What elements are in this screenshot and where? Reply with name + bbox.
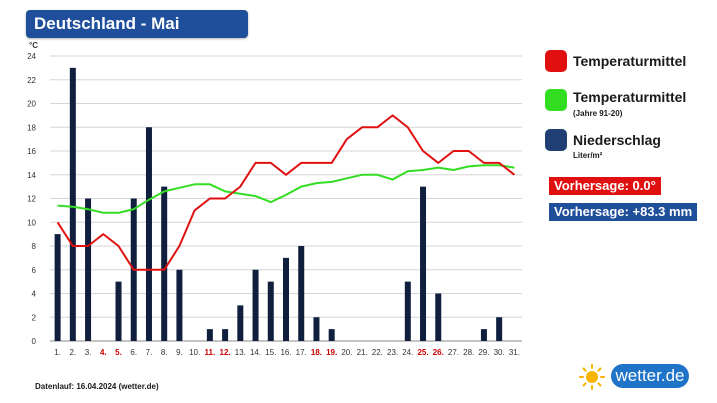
x-tick-label: 6. <box>130 348 137 357</box>
legend-label-temperature: Temperaturmittel <box>573 53 687 69</box>
precip-bar <box>222 329 229 341</box>
x-tick-label: 22. <box>372 348 383 357</box>
x-tick-label: 1. <box>54 348 61 357</box>
x-tick-label: 16. <box>280 348 291 357</box>
x-tick-label: 19. <box>326 348 337 357</box>
precip-bar <box>267 281 274 341</box>
legend-swatch-temperature <box>545 50 567 72</box>
temperature-line <box>56 114 516 271</box>
precip-bar <box>420 186 427 341</box>
x-tick-label: 25. <box>417 348 428 357</box>
wetter-logo: wetter.de <box>611 364 689 388</box>
x-tick-label: 11. <box>205 348 216 357</box>
y-tick-label: 22 <box>27 76 36 85</box>
y-tick-label: 24 <box>27 52 36 61</box>
y-tick-label: 12 <box>27 195 36 204</box>
legend-sub-precipitation: Liter/m² <box>573 151 603 160</box>
precip-bar <box>435 293 442 341</box>
precip-bar <box>496 317 503 341</box>
precip-bar <box>252 269 259 341</box>
x-tick-label: 24. <box>402 348 413 357</box>
x-tick-label: 9. <box>176 348 183 357</box>
x-tick-label: 26. <box>433 348 444 357</box>
legend-label-precipitation: Niederschlag <box>573 132 661 148</box>
precip-bar <box>298 246 305 341</box>
x-tick-label: 21. <box>357 348 368 357</box>
legend-swatch-precipitation <box>545 129 567 151</box>
precip-bar <box>161 186 168 341</box>
precip-bar <box>313 317 320 341</box>
x-tick-label: 12. <box>220 348 231 357</box>
x-tick-label: 28. <box>463 348 474 357</box>
precip-bar <box>283 257 289 341</box>
forecast-precipitation-badge: Vorhersage: +83.3 mm <box>549 203 698 221</box>
x-tick-label: 10. <box>189 348 200 357</box>
precip-bar <box>480 329 487 341</box>
x-tick-label: 8. <box>161 348 168 357</box>
x-tick-label: 17. <box>296 348 307 357</box>
precip-bar <box>206 329 213 341</box>
page-title: Deutschland - Mai <box>26 10 248 38</box>
precip-bar <box>85 198 92 341</box>
forecast-temperature-badge: Vorhersage: 0.0° <box>549 177 661 195</box>
y-axis-label: °C <box>29 41 38 50</box>
x-tick-label: 23. <box>387 348 398 357</box>
precip-bar <box>404 281 411 341</box>
x-tick-label: 5. <box>115 348 122 357</box>
y-tick-label: 14 <box>27 171 36 180</box>
precip-bar <box>237 305 244 341</box>
y-tick-label: 18 <box>27 123 36 132</box>
x-tick-label: 29. <box>478 348 489 357</box>
x-tick-label: 7. <box>146 348 153 357</box>
y-tick-label: 10 <box>27 218 36 227</box>
temperature-normal-line <box>57 164 515 214</box>
precip-bar <box>328 329 335 341</box>
precip-bar <box>69 67 76 341</box>
x-tick-label: 30. <box>494 348 505 357</box>
data-run-footer: Datenlauf: 16.04.2024 (wetter.de) <box>35 382 159 391</box>
precip-bar <box>145 127 152 341</box>
y-tick-label: 2 <box>32 313 37 322</box>
precip-bar <box>176 269 183 341</box>
legend-swatch-temperature-normal <box>545 89 567 111</box>
x-tick-label: 27. <box>448 348 459 357</box>
x-tick-label: 3. <box>85 348 92 357</box>
x-tick-label: 31. <box>509 348 520 357</box>
precip-bar <box>115 281 122 341</box>
x-tick-label: 4. <box>100 348 107 357</box>
x-tick-label: 20. <box>341 348 352 357</box>
x-tick-label: 2. <box>70 348 77 357</box>
y-tick-label: 20 <box>27 100 36 109</box>
y-tick-label: 0 <box>32 337 37 346</box>
y-tick-label: 6 <box>32 266 37 275</box>
y-tick-label: 16 <box>27 147 36 156</box>
legend-sub-temperature-normal: (Jahre 91-20) <box>573 109 623 118</box>
legend-label-temperature-normal: Temperaturmittel <box>573 89 687 105</box>
sun-icon <box>579 364 605 390</box>
x-tick-label: 15. <box>265 348 276 357</box>
x-tick-label: 18. <box>311 348 322 357</box>
x-tick-label: 13. <box>235 348 246 357</box>
y-tick-label: 8 <box>32 242 37 251</box>
y-tick-label: 4 <box>32 290 37 299</box>
precip-bar <box>54 234 61 341</box>
x-tick-label: 14. <box>250 348 261 357</box>
